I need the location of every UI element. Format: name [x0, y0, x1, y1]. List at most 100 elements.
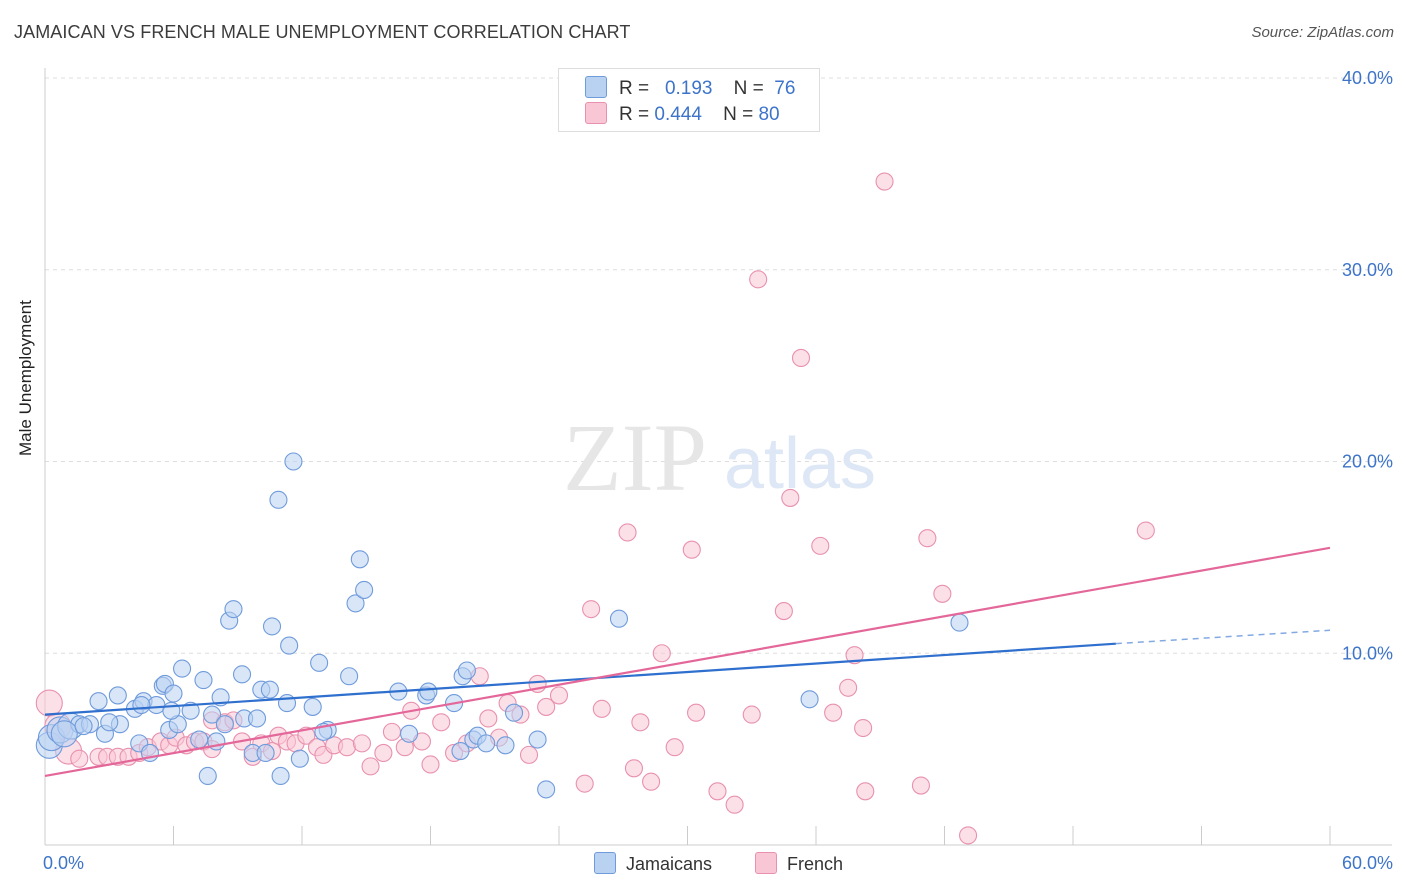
- jamaicans-point-23: [194, 671, 213, 690]
- jamaicans-swatch: [585, 76, 607, 98]
- jamaicans-point-44: [310, 653, 329, 672]
- french-point-76: [875, 172, 894, 191]
- jamaicans-point-40: [280, 636, 299, 655]
- jamaicans-legend-label: Jamaicans: [626, 854, 713, 874]
- watermark-zip: ZIP: [563, 404, 707, 511]
- french-point-64: [725, 795, 744, 814]
- jamaicans-point-8: [89, 692, 108, 711]
- jamaicans-trend-extension: [1115, 629, 1331, 645]
- jamaicans-legend-swatch: [594, 852, 616, 874]
- jamaicans-point-24: [198, 766, 217, 786]
- y-tick-label-3: 40.0%: [1342, 68, 1393, 88]
- french-point-58: [642, 772, 661, 791]
- x-tick-label-end: 60.0%: [1342, 853, 1393, 873]
- n-value: 80: [758, 104, 780, 125]
- french-point-81: [1136, 521, 1155, 540]
- french-point-51: [549, 686, 569, 705]
- jamaicans-point-61: [504, 703, 524, 722]
- jamaicans-point-63: [537, 780, 556, 799]
- jamaicans-point-20: [173, 659, 192, 678]
- french-point-77: [911, 776, 930, 795]
- french-point-32: [352, 734, 372, 753]
- jamaicans-point-60: [496, 736, 515, 755]
- jamaicans-point-65: [800, 690, 819, 709]
- jamaicans-point-75: [247, 709, 267, 728]
- french-point-68: [781, 488, 800, 507]
- legend-row-jamaicans: R = 0.193 N = 76: [585, 76, 795, 100]
- jamaicans-point-18: [164, 684, 183, 703]
- jamaicans-point-53: [419, 682, 438, 701]
- french-point-80: [959, 826, 978, 845]
- french-point-39: [421, 755, 440, 774]
- french-point-53: [582, 600, 601, 619]
- jamaicans-point-29: [224, 600, 243, 619]
- jamaicans-point-36: [262, 617, 282, 636]
- french-point-40: [432, 713, 451, 732]
- jamaicans-point-34: [256, 743, 275, 763]
- jamaicans-point-46: [340, 667, 359, 686]
- french-point-48: [519, 745, 539, 764]
- jamaicans-point-57: [457, 661, 476, 680]
- jamaicans-point-22: [190, 730, 209, 749]
- jamaicans-point-62: [528, 730, 547, 749]
- jamaicans-point-35: [260, 680, 279, 699]
- y-tick-label-0: 10.0%: [1342, 643, 1393, 663]
- french-point-0: [35, 689, 63, 717]
- french-point-54: [592, 699, 611, 718]
- french-point-61: [687, 703, 706, 722]
- n-value: 76: [774, 78, 796, 99]
- bottom-legend-french: French: [755, 852, 843, 875]
- y-axis-label: Male Unemployment: [16, 300, 35, 456]
- r-label: R =: [619, 104, 650, 125]
- axes: [44, 68, 1392, 846]
- french-point-78: [918, 529, 937, 548]
- french-point-55: [618, 523, 637, 542]
- french-point-27: [297, 726, 316, 745]
- french-point-65: [742, 705, 761, 724]
- french-point-33: [361, 757, 380, 776]
- jamaicans-point-55: [451, 741, 470, 761]
- trend-lines: [44, 546, 1331, 778]
- jamaicans-point-21: [181, 701, 200, 720]
- french-point-66: [749, 270, 768, 289]
- jamaicans-point-37: [269, 490, 288, 509]
- tick-labels: 10.0% 20.0% 30.0% 40.0% 0.0% 60.0%: [43, 68, 1393, 873]
- bottom-legend-jamaicans: Jamaicans: [594, 852, 712, 875]
- french-point-75: [856, 782, 875, 801]
- jamaicans-point-70: [132, 695, 151, 715]
- jamaicans-point-67: [50, 720, 78, 748]
- french-point-35: [382, 722, 402, 741]
- jamaicans-point-48: [350, 550, 369, 569]
- jamaicans-point-66: [950, 613, 969, 632]
- french-point-56: [624, 759, 644, 778]
- jamaicans-point-64: [609, 609, 629, 628]
- french-point-50: [537, 697, 556, 716]
- french-trend-line: [44, 546, 1331, 778]
- french-point-73: [845, 646, 864, 665]
- jamaicans-point-41: [284, 452, 303, 471]
- jamaicans-point-42: [290, 749, 309, 768]
- jamaicans-point-27: [215, 715, 234, 734]
- chart-title: JAMAICAN VS FRENCH MALE UNEMPLOYMENT COR…: [14, 22, 631, 42]
- jamaicans-point-68: [74, 717, 93, 736]
- french-point-62: [682, 540, 701, 559]
- french-point-52: [575, 774, 594, 793]
- jamaicans-point-30: [232, 665, 252, 684]
- jamaicans-point-49: [355, 580, 374, 600]
- x-tick-label-start: 0.0%: [43, 853, 84, 873]
- jamaicans-point-9: [108, 686, 127, 705]
- french-point-74: [854, 718, 873, 738]
- r-value: 0.444: [654, 104, 702, 125]
- n-label: N =: [723, 104, 754, 125]
- r-value: 0.193: [664, 78, 713, 99]
- french-point-79: [933, 584, 952, 603]
- french-legend-label: French: [787, 854, 844, 874]
- french-point-57: [631, 713, 650, 732]
- jamaicans-point-69: [100, 713, 119, 732]
- jamaicans-point-25: [203, 705, 222, 724]
- correlation-legend: R = 0.193 N = 76 R = 0.444 N = 80: [558, 68, 820, 132]
- french-swatch: [585, 102, 607, 124]
- jamaicans-point-47: [346, 594, 365, 613]
- n-label: N =: [733, 78, 764, 99]
